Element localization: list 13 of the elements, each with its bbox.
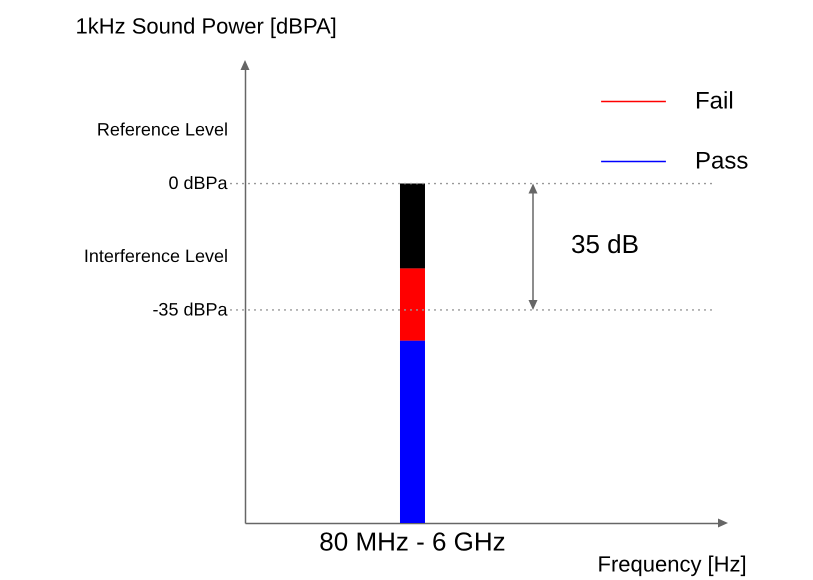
legend-label: Pass: [695, 148, 748, 174]
ref-line-label: Reference Level: [96, 120, 228, 140]
bar: [400, 184, 425, 268]
y-axis-title: 1kHz Sound Power [dBPA]: [76, 14, 337, 38]
ref-line-label: Interference Level: [84, 246, 228, 266]
legend-label: Fail: [695, 88, 734, 114]
x-axis-title: Frequency [Hz]: [598, 552, 747, 576]
bar: [400, 340, 425, 523]
x-tick-label: 80 MHz - 6 GHz: [319, 526, 506, 556]
y-tick-label: 0 dBPa: [168, 173, 228, 194]
text: 35 dB: [571, 229, 639, 259]
bar: [400, 268, 425, 341]
y-tick-label: -35 dBPa: [152, 299, 228, 320]
